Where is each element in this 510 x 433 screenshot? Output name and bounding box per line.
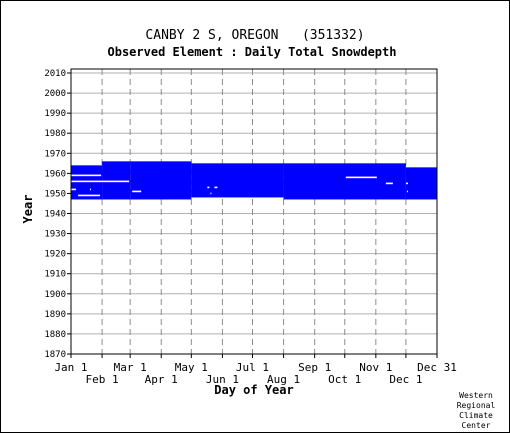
chart-title: CANBY 2 S, OREGON (351332) bbox=[145, 28, 364, 43]
data-segment bbox=[130, 161, 192, 200]
y-tick-label: 1910 bbox=[44, 270, 66, 280]
x-tick-label: Apr 1 bbox=[145, 373, 178, 386]
data-gap bbox=[90, 188, 92, 191]
y-tick-label: 1940 bbox=[44, 210, 66, 220]
data-gap bbox=[78, 194, 101, 197]
data-segment bbox=[405, 167, 437, 200]
plot-border bbox=[70, 68, 438, 355]
data-gap bbox=[406, 190, 408, 193]
data-gap bbox=[345, 176, 377, 179]
y-tick-label: 2000 bbox=[44, 89, 66, 99]
y-tick-label: 1900 bbox=[44, 290, 66, 300]
y-tick-label: 1920 bbox=[44, 250, 66, 260]
data-gap bbox=[210, 192, 212, 195]
y-tick-label: 1970 bbox=[44, 149, 66, 159]
x-tick-label: May 1 bbox=[175, 361, 208, 374]
credit-block: Western Regional Climate Center bbox=[457, 391, 496, 430]
x-tick-label: Jan 1 bbox=[54, 361, 87, 374]
x-tick-label: Feb 1 bbox=[86, 373, 119, 386]
credit-line-1: Western bbox=[459, 391, 493, 400]
plot-area bbox=[71, 69, 437, 354]
x-tick-label: Sep 1 bbox=[298, 361, 331, 374]
data-gap bbox=[71, 174, 102, 177]
credit-line-2: Regional bbox=[457, 401, 496, 410]
data-gap bbox=[71, 188, 77, 191]
y-tick-label: 1980 bbox=[44, 129, 66, 139]
y-tick-label: 1890 bbox=[44, 310, 66, 320]
x-axis-label: Day of Year bbox=[214, 383, 293, 397]
x-tick-label: Mar 1 bbox=[114, 361, 147, 374]
x-tick-label: Nov 1 bbox=[359, 361, 392, 374]
y-tick-label: 1960 bbox=[44, 169, 66, 179]
data-segment bbox=[191, 163, 284, 198]
y-tick-label: 1880 bbox=[44, 330, 66, 340]
x-tick-label: Dec 1 bbox=[389, 373, 422, 386]
x-tick-label: Oct 1 bbox=[328, 373, 361, 386]
y-tick-label: 1990 bbox=[44, 109, 66, 119]
data-gap bbox=[214, 186, 218, 189]
data-gap bbox=[207, 186, 210, 189]
x-tick-label: Dec 31 bbox=[417, 361, 457, 374]
y-tick-label: 1930 bbox=[44, 230, 66, 240]
data-gap bbox=[71, 180, 130, 183]
x-tick-label: Jul 1 bbox=[236, 361, 269, 374]
data-gap bbox=[132, 190, 142, 193]
y-axis-label: Year bbox=[21, 195, 35, 224]
credit-line-4: Center bbox=[462, 421, 491, 430]
y-tick-label: 1870 bbox=[44, 350, 66, 360]
y-tick-label: 2010 bbox=[44, 69, 66, 79]
data-segment bbox=[102, 161, 131, 200]
credit-line-3: Climate bbox=[459, 411, 493, 420]
y-tick-label: 1950 bbox=[44, 189, 66, 199]
data-gap bbox=[385, 182, 393, 185]
x-tick-label: Jun 1 bbox=[206, 373, 239, 386]
data-segment bbox=[283, 163, 406, 200]
chart-subtitle: Observed Element : Daily Total Snowdepth bbox=[108, 45, 397, 59]
data-segment bbox=[71, 165, 103, 200]
x-tick-label: Aug 1 bbox=[267, 373, 300, 386]
data-gap bbox=[405, 182, 408, 185]
